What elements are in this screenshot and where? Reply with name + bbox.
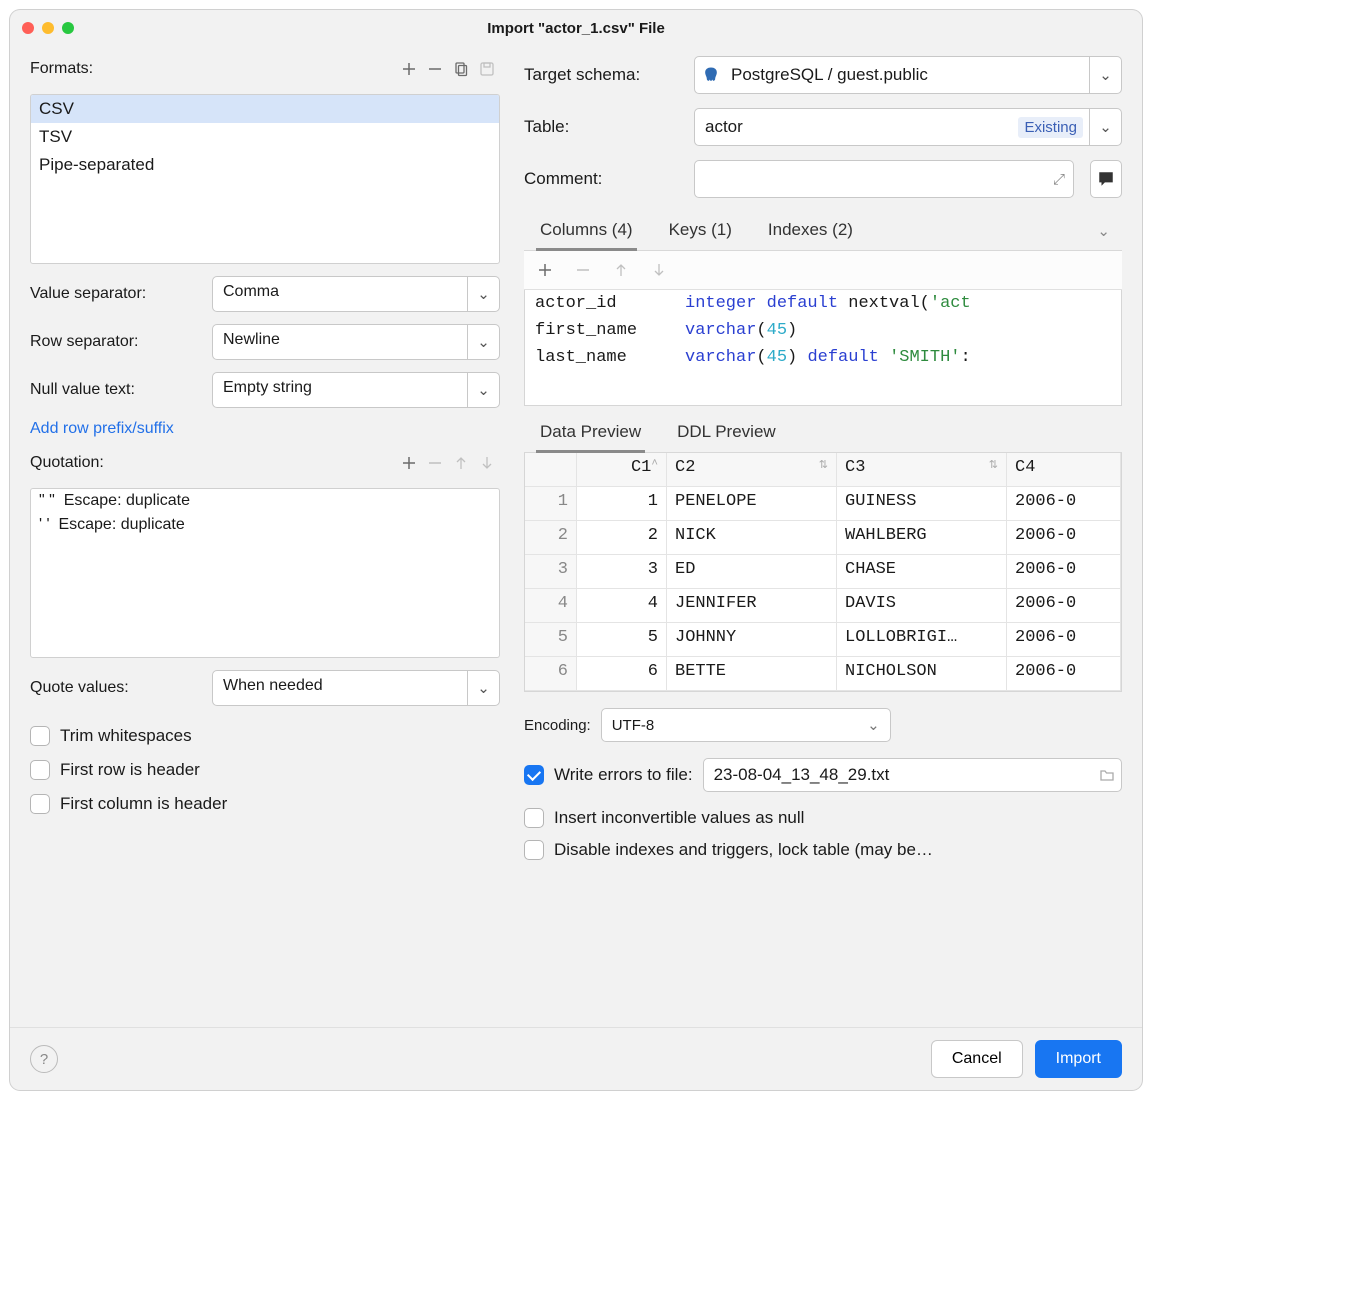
import-button[interactable]: Import: [1035, 1040, 1122, 1078]
chevron-down-icon: ⌄: [467, 277, 499, 311]
tab-indexes[interactable]: Indexes (2): [764, 212, 857, 251]
structure-tabs: Columns (4) Keys (1) Indexes (2) ⌄: [524, 212, 1122, 251]
move-down-button: [474, 450, 500, 476]
move-column-up-button: [608, 257, 634, 283]
add-quotation-button[interactable]: [396, 450, 422, 476]
column-row[interactable]: first_namevarchar(45): [525, 317, 1121, 344]
value-separator-select[interactable]: Comma⌄: [212, 276, 500, 312]
save-format-button: [474, 56, 500, 82]
format-item[interactable]: Pipe-separated: [31, 151, 499, 179]
format-item[interactable]: CSV: [31, 95, 499, 123]
table-row[interactable]: 66BETTENICHOLSON2006-0: [525, 657, 1121, 691]
quotation-header: Quotation:: [30, 450, 500, 476]
formats-label: Formats:: [30, 60, 93, 78]
tab-keys[interactable]: Keys (1): [665, 212, 736, 251]
move-up-button: [448, 450, 474, 476]
encoding-label: Encoding:: [524, 717, 591, 734]
close-icon[interactable]: [22, 22, 34, 34]
first-row-header-checkbox[interactable]: First row is header: [30, 760, 500, 780]
row-separator-label: Row separator:: [30, 333, 200, 351]
window-title: Import "actor_1.csv" File: [10, 20, 1142, 37]
comment-button[interactable]: [1090, 160, 1122, 198]
null-text-select[interactable]: Empty string⌄: [212, 372, 500, 408]
minimize-icon[interactable]: [42, 22, 54, 34]
formats-header: Formats:: [30, 56, 500, 82]
import-dialog: Import "actor_1.csv" File Formats: CSVTS…: [10, 10, 1142, 1090]
table-row[interactable]: 44JENNIFERDAVIS2006-0: [525, 589, 1121, 623]
first-col-header-checkbox[interactable]: First column is header: [30, 794, 500, 814]
value-separator-label: Value separator:: [30, 285, 200, 303]
table-select[interactable]: actorExisting⌄: [694, 108, 1122, 146]
format-item[interactable]: TSV: [31, 123, 499, 151]
dialog-footer: ? Cancel Import: [10, 1027, 1142, 1090]
quotation-label: Quotation:: [30, 454, 104, 472]
expand-icon[interactable]: ⤢: [1053, 171, 1065, 188]
titlebar: Import "actor_1.csv" File: [10, 10, 1142, 46]
null-text-label: Null value text:: [30, 381, 200, 399]
add-column-button[interactable]: [532, 257, 558, 283]
tab-data-preview[interactable]: Data Preview: [536, 414, 645, 453]
encoding-select[interactable]: UTF-8⌄: [601, 708, 891, 742]
column-row[interactable]: actor_idinteger default nextval('act: [525, 290, 1121, 317]
remove-format-button[interactable]: [422, 56, 448, 82]
quote-values-label: Quote values:: [30, 679, 200, 697]
target-schema-select[interactable]: PostgreSQL / guest.public⌄: [694, 56, 1122, 94]
data-preview-grid[interactable]: C1 ˄C2 ⇅C3 ⇅C4 11PENELOPEGUINESS2006-022…: [524, 453, 1122, 692]
chevron-down-icon: ⌄: [1089, 109, 1121, 145]
quotation-list[interactable]: " " Escape: duplicate' ' Escape: duplica…: [30, 488, 500, 658]
quote-values-select[interactable]: When needed⌄: [212, 670, 500, 706]
comment-label: Comment:: [524, 169, 684, 189]
target-schema-label: Target schema:: [524, 65, 684, 85]
table-row[interactable]: 33EDCHASE2006-0: [525, 555, 1121, 589]
existing-badge: Existing: [1018, 117, 1083, 138]
postgresql-icon: [701, 65, 721, 85]
chevron-down-icon[interactable]: ⌄: [1097, 222, 1110, 240]
chevron-down-icon: ⌄: [857, 716, 890, 734]
table-row[interactable]: 55JOHNNYLOLLOBRIGI…2006-0: [525, 623, 1121, 657]
trim-whitespace-checkbox[interactable]: Trim whitespaces: [30, 726, 500, 746]
add-prefix-suffix-link[interactable]: Add row prefix/suffix: [30, 420, 500, 438]
write-errors-checkbox[interactable]: Write errors to file: 23-08-04_13_48_29.…: [524, 758, 1122, 792]
column-row[interactable]: last_namevarchar(45) default 'SMITH':: [525, 344, 1121, 371]
copy-format-button[interactable]: [448, 56, 474, 82]
preview-tabs: Data Preview DDL Preview: [524, 406, 1122, 453]
table-row[interactable]: 11PENELOPEGUINESS2006-0: [525, 487, 1121, 521]
quotation-item[interactable]: ' ' Escape: duplicate: [31, 513, 499, 537]
insert-null-checkbox[interactable]: Insert inconvertible values as null: [524, 808, 1122, 828]
formats-list[interactable]: CSVTSVPipe-separated: [30, 94, 500, 264]
chevron-down-icon: ⌄: [467, 325, 499, 359]
table-label: Table:: [524, 117, 684, 137]
tab-columns[interactable]: Columns (4): [536, 212, 637, 251]
tab-ddl-preview[interactable]: DDL Preview: [673, 414, 780, 453]
chevron-down-icon: ⌄: [467, 671, 499, 705]
columns-list[interactable]: actor_idinteger default nextval('actfirs…: [524, 290, 1122, 406]
add-format-button[interactable]: [396, 56, 422, 82]
columns-toolbar: [524, 251, 1122, 290]
help-button[interactable]: ?: [30, 1045, 58, 1073]
chevron-down-icon: ⌄: [467, 373, 499, 407]
error-file-input[interactable]: 23-08-04_13_48_29.txt: [703, 758, 1122, 792]
chevron-down-icon: ⌄: [1089, 57, 1121, 93]
remove-column-button: [570, 257, 596, 283]
quotation-item[interactable]: " " Escape: duplicate: [31, 489, 499, 513]
folder-icon: [1099, 767, 1115, 783]
row-separator-select[interactable]: Newline⌄: [212, 324, 500, 360]
move-column-down-button: [646, 257, 672, 283]
disable-indexes-checkbox[interactable]: Disable indexes and triggers, lock table…: [524, 840, 1122, 860]
cancel-button[interactable]: Cancel: [931, 1040, 1023, 1078]
maximize-icon[interactable]: [62, 22, 74, 34]
table-row[interactable]: 22NICKWAHLBERG2006-0: [525, 521, 1121, 555]
comment-input[interactable]: ⤢: [694, 160, 1074, 198]
remove-quotation-button: [422, 450, 448, 476]
